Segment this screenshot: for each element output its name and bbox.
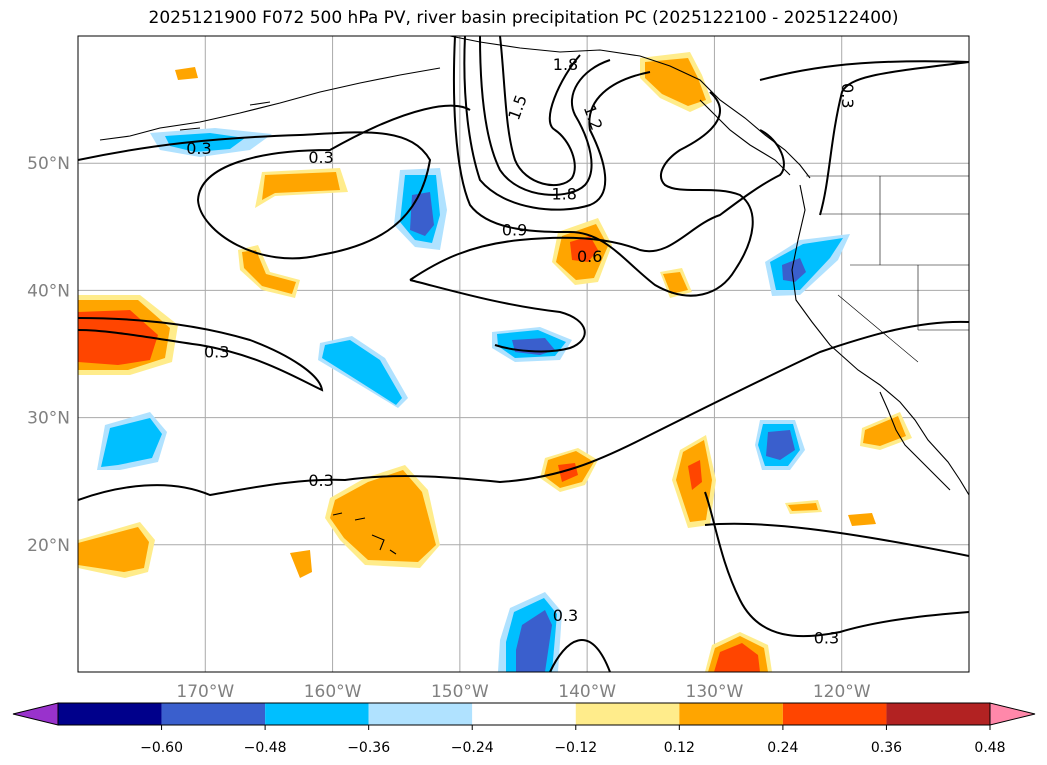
bc-coast: [699, 99, 791, 176]
contour-label: 0.3: [814, 629, 839, 648]
colorbar-swatch: [368, 703, 473, 725]
pos-anomaly-mid-north-core: [570, 236, 598, 262]
neg-anomaly-west-coast-core: [782, 258, 806, 282]
neg-anomaly-east-pacific-core: [766, 430, 795, 460]
state-borders: [820, 176, 969, 363]
colorbar-tick-label: −0.24: [451, 740, 494, 756]
pv-contour-0.3-main: [78, 320, 969, 501]
pos-anomaly-north-pacific-core: [262, 172, 340, 200]
aleutian-coast: [99, 67, 441, 141]
colorbar-tick-label: 0.36: [871, 740, 902, 756]
colorbar-swatch: [265, 703, 369, 725]
contour-label: 1.8: [553, 55, 578, 74]
colorbar-tick-label: 0.48: [974, 740, 1005, 756]
lat-label: 40°N: [27, 281, 70, 301]
contour-label: 0.3: [204, 342, 229, 361]
pos-anomaly-baja-west-core: [863, 416, 906, 446]
lat-label: 20°N: [27, 536, 70, 556]
lon-label: 170°W: [176, 682, 234, 702]
lon-label: 140°W: [558, 682, 616, 702]
neg-anomaly-gulf-alaska-core: [165, 133, 245, 152]
political-borders: [806, 175, 969, 363]
pos-anomaly-south-west-core: [78, 527, 149, 572]
colorbar-swatch: [782, 703, 887, 725]
pos-anomaly-alaska-coast-core: [645, 58, 706, 106]
contour-label: 1.5: [504, 92, 531, 122]
pos-anomaly-west-large-core: [78, 310, 158, 365]
pv-contour-1.5: [479, 36, 611, 196]
pos-anomaly-east-mid-core: [663, 272, 688, 294]
colorbar-tick-label: −0.12: [554, 740, 597, 756]
pos-anomaly-south-east-core: [714, 643, 760, 672]
coastlines: [99, 36, 969, 555]
contour-label: 0.6: [577, 247, 602, 266]
contour-label: 1.2: [580, 102, 607, 132]
pv-contour-0.9: [452, 36, 754, 297]
contour-label: 0.3: [553, 606, 578, 625]
pos-anomaly-small-east2: [848, 513, 876, 526]
pv-contour-0.3-north: [78, 104, 471, 260]
precipitation-pc-fills: [78, 52, 912, 672]
colorbar: −0.60 −0.48 −0.36 −0.24 −0.12 0.12 0.24 0.36 0.4…: [12, 702, 1036, 756]
pv-contour-1.2: [463, 36, 651, 211]
pos-anomaly-aleutian-south-core: [242, 250, 296, 294]
colorbar-tick-label: −0.60: [140, 740, 183, 756]
longitude-labels: 170°W 160°W 150°W 140°W 130°W 120°W: [176, 682, 870, 702]
us-west-coast: [791, 184, 969, 496]
pv-contour-1.8: [499, 36, 581, 187]
lon-label: 160°W: [304, 682, 362, 702]
lat-label: 30°N: [27, 409, 70, 429]
colorbar-tick-label: −0.48: [244, 740, 287, 756]
neg-anomaly-south-core: [516, 610, 552, 672]
lon-label: 120°W: [813, 682, 871, 702]
map-frame: [77, 35, 970, 673]
colorbar-tick-label: 0.24: [767, 740, 798, 756]
contour-label: 0.3: [186, 139, 211, 158]
pos-anomaly-east-south-core: [688, 460, 702, 490]
contour-label: 0.3: [308, 148, 333, 167]
pv-contour-0.3-south: [549, 491, 969, 672]
contour-label: 0.3: [838, 83, 857, 108]
latitude-labels: 50°N 40°N 30°N 20°N: [27, 154, 70, 556]
colorbar-extend-low: [12, 702, 59, 726]
colorbar-frame: [57, 702, 991, 726]
pv-contour-0.3-loop: [78, 317, 324, 392]
pos-anomaly-aleutian-dot: [175, 67, 198, 80]
colorbar-swatch: [679, 703, 783, 725]
pv-contours: [78, 36, 969, 672]
pos-anomaly-small-south: [290, 550, 312, 578]
colorbar-swatch: [161, 703, 266, 725]
lon-label: 130°W: [686, 682, 744, 702]
pv-contour-0.3-east: [759, 60, 969, 216]
lon-label: 150°W: [431, 682, 489, 702]
contour-label: 0.9: [502, 220, 527, 239]
contour-label: 1.8: [552, 185, 577, 204]
lat-label: 50°N: [27, 154, 70, 174]
hawaii-islands: [332, 512, 397, 555]
alaska-coast: [449, 36, 811, 179]
neg-anomaly-hawaii-north-core: [322, 340, 402, 405]
colorbar-tick-label: 0.12: [664, 740, 695, 756]
contour-label: 0.3: [308, 471, 333, 490]
graticule: [78, 36, 969, 672]
colorbar-extend-high: [989, 702, 1036, 726]
pv-contour-0.6: [409, 129, 785, 353]
colorbar-swatch: [886, 703, 990, 725]
colorbar-swatch: [575, 703, 680, 725]
pos-anomaly-small-east-core: [788, 503, 818, 511]
map-title: 2025121900 F072 500 hPa PV, river basin …: [148, 8, 899, 28]
pos-anomaly-hawaii-core: [330, 470, 436, 562]
colorbar-swatch: [472, 703, 576, 725]
neg-anomaly-mid-pacific-north-core: [410, 192, 434, 236]
colorbar-tick-label: −0.36: [347, 740, 390, 756]
neg-anomaly-west-pacific-core: [101, 418, 162, 467]
baja-coast: [879, 391, 951, 491]
colorbar-swatch: [58, 703, 162, 725]
